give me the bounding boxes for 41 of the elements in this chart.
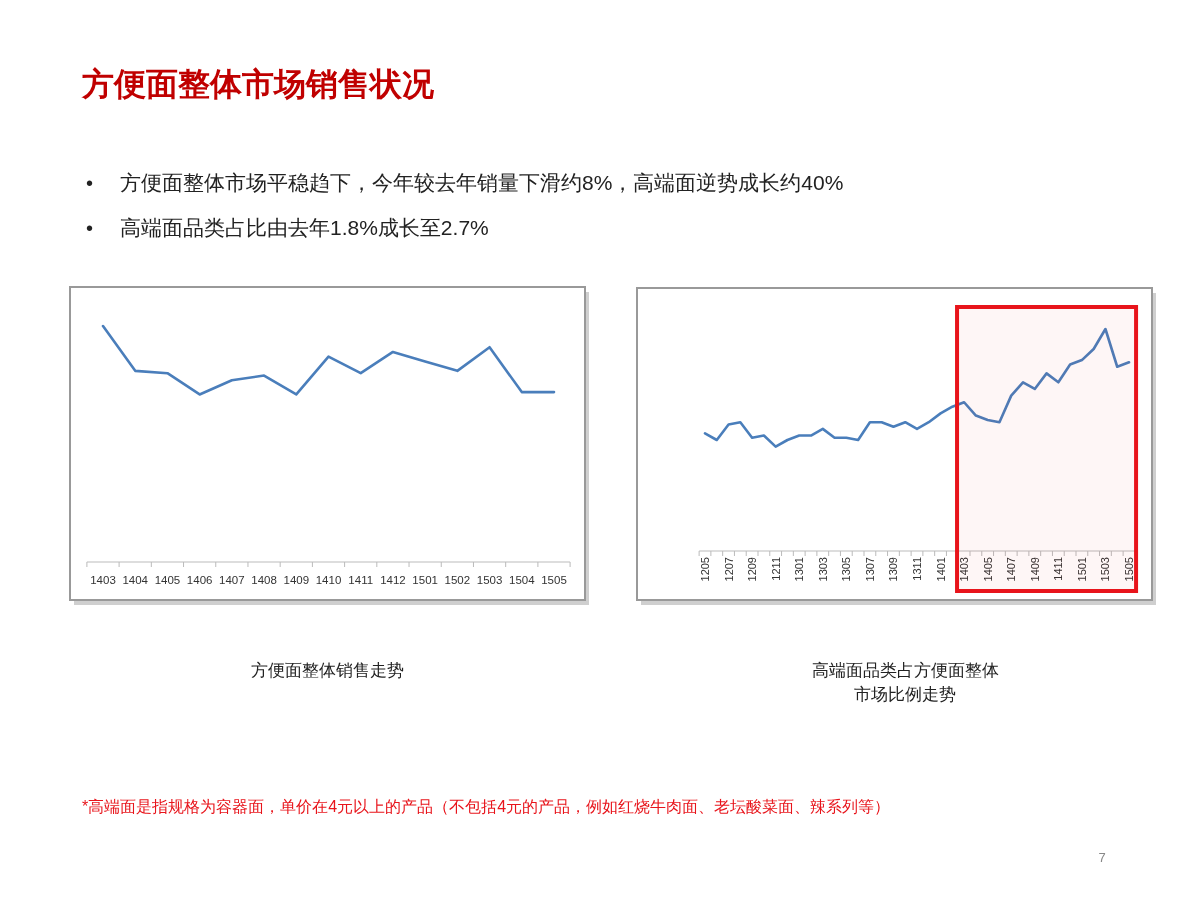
x-tick-label: 1403 bbox=[958, 557, 971, 582]
x-tick-label: 1207 bbox=[722, 557, 735, 582]
x-tick-label: 1502 bbox=[444, 574, 471, 586]
x-tick-label: 1311 bbox=[911, 557, 923, 581]
x-tick-label: 1505 bbox=[1123, 557, 1135, 582]
x-tick-label: 1503 bbox=[1099, 557, 1112, 582]
x-tick-label: 1501 bbox=[412, 574, 438, 586]
x-tick-label: 1411 bbox=[1052, 557, 1065, 581]
x-tick-label: 1504 bbox=[508, 574, 536, 586]
text: 高端面品类占方便面整体市场比例走势 bbox=[811, 661, 999, 704]
x-tick-label: 1412 bbox=[380, 574, 406, 586]
x-tick-label: 1404 bbox=[122, 574, 149, 586]
x-tick-label: 1408 bbox=[251, 574, 277, 586]
x-tick-label: 1411 bbox=[348, 574, 374, 586]
text: 方便面整体市场销售状况 bbox=[81, 66, 435, 102]
text: 7 bbox=[1098, 850, 1106, 865]
text: • 高端面品类占比由去年1.8%成长至2.7% bbox=[86, 216, 489, 239]
x-tick-label: 1405 bbox=[154, 574, 181, 586]
text: 方便面整体销售走势 bbox=[250, 661, 404, 680]
x-tick-label: 1307 bbox=[863, 557, 876, 582]
x-tick-label: 1406 bbox=[186, 574, 213, 586]
text: • 方便面整体市场平稳趋下，今年较去年销量下滑约8%，高端面逆势成长约40% bbox=[86, 171, 844, 194]
x-tick-label: 1401 bbox=[934, 557, 947, 582]
x-tick-label: 1409 bbox=[283, 574, 310, 586]
x-tick-label: 1409 bbox=[1028, 557, 1041, 582]
x-tick-label: 1410 bbox=[315, 574, 342, 586]
x-tick-label: 1301 bbox=[793, 557, 806, 582]
x-tick-label: 1209 bbox=[746, 557, 759, 582]
x-tick-label: 1407 bbox=[219, 574, 245, 586]
x-tick-label: 1505 bbox=[541, 574, 567, 586]
text: *高端面是指规格为容器面，单价在4元以上的产品（不包括4元的产品，例如红烧牛肉面、老坛酸菜面、辣系列等） bbox=[82, 798, 891, 815]
x-tick-label: 1205 bbox=[699, 557, 711, 582]
x-tick-label: 1407 bbox=[1005, 557, 1018, 582]
x-tick-label: 1405 bbox=[981, 557, 994, 582]
x-tick-label: 1503 bbox=[476, 574, 503, 586]
x-tick-label: 1303 bbox=[816, 557, 829, 582]
x-tick-label: 1403 bbox=[90, 574, 116, 586]
x-tick-label: 1501 bbox=[1075, 557, 1088, 582]
x-tick-label: 1211 bbox=[769, 557, 782, 581]
x-tick-label: 1309 bbox=[887, 557, 900, 582]
x-tick-label: 1305 bbox=[840, 557, 853, 582]
